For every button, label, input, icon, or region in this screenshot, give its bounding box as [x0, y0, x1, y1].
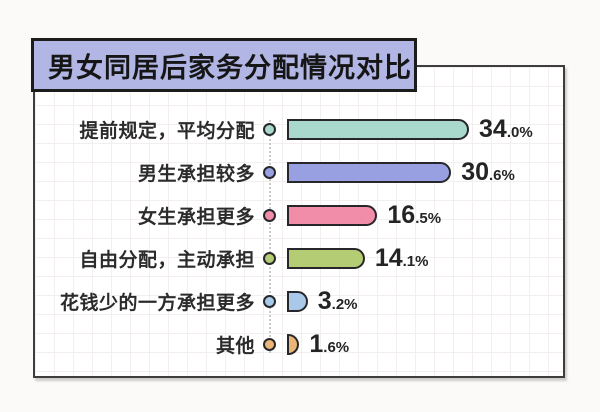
value-integer: 3: [317, 287, 332, 315]
value-integer: 30: [461, 158, 489, 186]
value-fraction: .1%: [402, 253, 429, 270]
value-integer: 16: [387, 201, 416, 229]
bar: [287, 334, 300, 355]
value-integer: 34: [479, 115, 507, 143]
chart-row: 花钱少的一方承担更多 3.2%: [35, 280, 563, 323]
value-integer: 1: [309, 330, 324, 358]
category-dot: [263, 166, 276, 179]
category-dot: [263, 123, 276, 136]
bar: [287, 248, 365, 269]
value-integer: 14: [374, 244, 403, 272]
chart-row: 其他 1.6%: [35, 323, 563, 366]
value-fraction: .6%: [323, 339, 350, 356]
chart-row: 自由分配，主动承担 14.1%: [35, 237, 563, 280]
value-fraction: .5%: [415, 210, 442, 227]
chart-panel: 提前规定，平均分配 34.0% 男生承担较多 30.6% 女生承担更多 16.5% 自由分配…: [33, 65, 565, 378]
value-label: 3.2%: [318, 287, 358, 316]
bar: [287, 291, 308, 312]
value-label: 1.6%: [309, 330, 349, 359]
chart-row: 男生承担较多 30.6%: [35, 151, 563, 194]
category-label: 女生承担更多: [137, 207, 255, 228]
category-label: 其他: [215, 336, 255, 357]
bar: [287, 119, 469, 140]
value-fraction: .2%: [331, 296, 358, 313]
chart-row: 提前规定，平均分配 34.0%: [35, 108, 563, 151]
category-label: 自由分配，主动承担: [79, 250, 255, 271]
value-fraction: .6%: [489, 167, 515, 184]
chart-row: 女生承担更多 16.5%: [35, 194, 563, 237]
chart-title: 男女同居后家务分配情况对比: [48, 52, 412, 83]
category-dot: [263, 295, 276, 308]
value-label: 30.6%: [461, 158, 515, 187]
category-dot: [263, 252, 276, 265]
bar-rows: 提前规定，平均分配 34.0% 男生承担较多 30.6% 女生承担更多 16.5% 自由分配…: [35, 108, 563, 366]
value-label: 34.0%: [479, 115, 533, 144]
category-dot: [263, 209, 276, 222]
bar: [287, 205, 378, 226]
value-fraction: .0%: [506, 124, 533, 141]
value-label: 14.1%: [375, 244, 429, 273]
category-dot: [263, 338, 276, 351]
value-label: 16.5%: [387, 201, 441, 230]
bar: [287, 162, 452, 183]
chart-title-box: 男女同居后家务分配情况对比: [31, 38, 417, 92]
category-label: 提前规定，平均分配: [79, 121, 255, 142]
axis-line: [269, 120, 271, 353]
category-label: 男生承担较多: [137, 164, 255, 185]
category-label: 花钱少的一方承担更多: [59, 293, 255, 314]
